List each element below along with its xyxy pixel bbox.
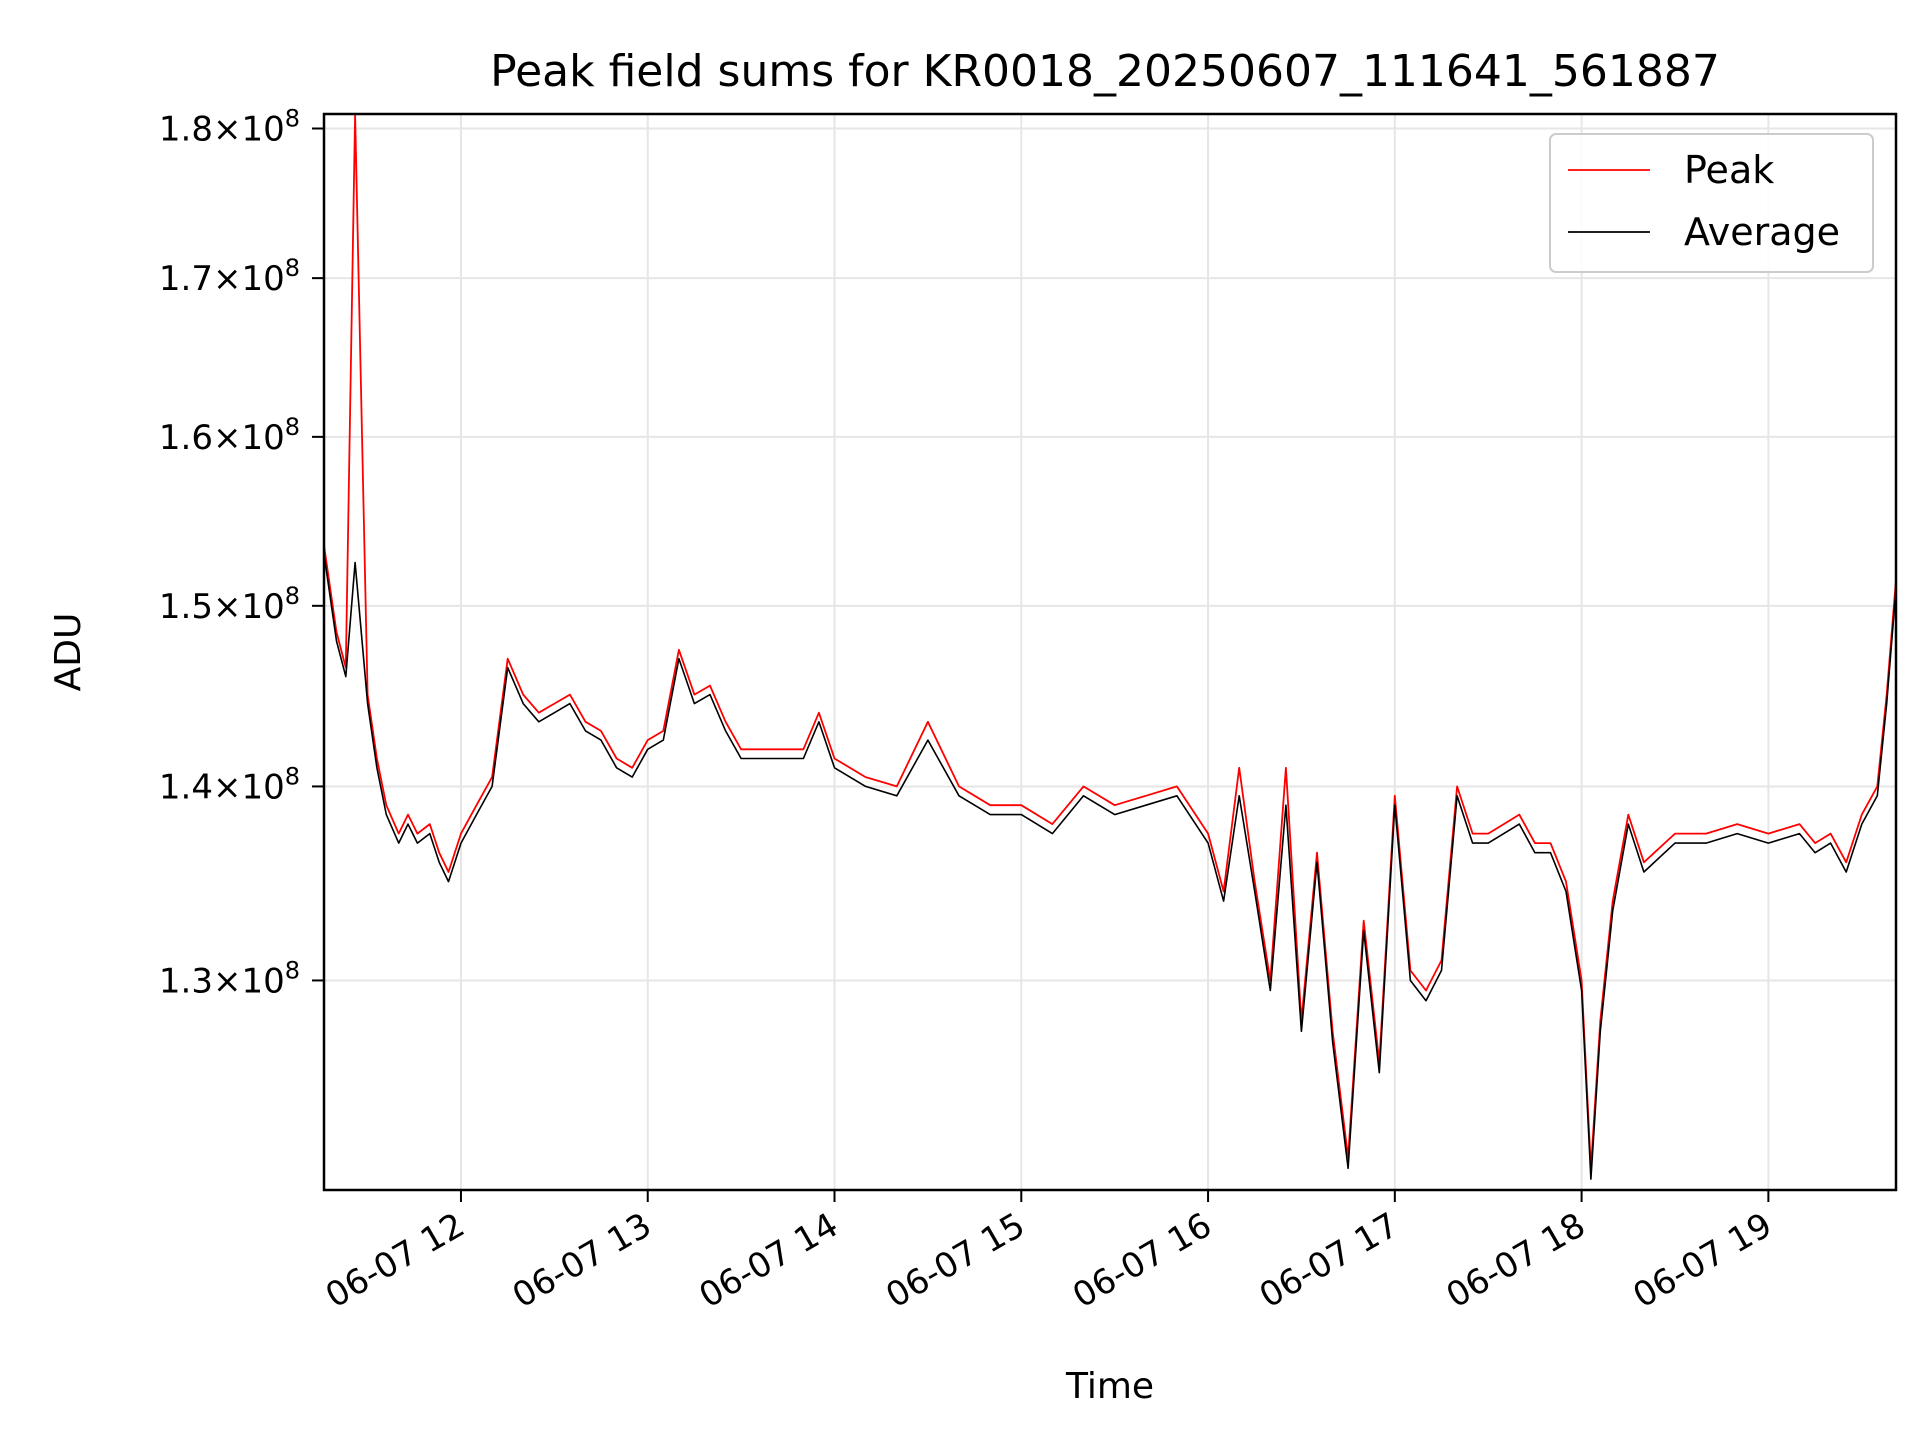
y-axis-label: ADU <box>48 613 89 692</box>
series-layer <box>324 114 1896 1180</box>
y-axis-ticks: 1.3×108 1.4×108 1.5×108 1.6×108 1.7×108 1.8×1… <box>159 105 324 1001</box>
y-tick-label: 1.4×108 <box>159 762 300 807</box>
chart-title: Peak field sums for KR0018_20250607_1116… <box>490 46 1720 97</box>
legend-box <box>1549 133 1874 273</box>
series-line-average <box>324 553 1896 1180</box>
legend-average-label: Average <box>1684 210 1840 254</box>
y-tick-label: 1.3×108 <box>159 956 300 1001</box>
grid <box>324 114 1896 1190</box>
y-tick-label: 1.7×108 <box>159 254 300 299</box>
y-tick-label: 1.5×108 <box>159 582 300 627</box>
plot-frame <box>322 112 1898 1192</box>
y-tick-label: 1.8×108 <box>159 105 300 150</box>
legend: Peak Average <box>1549 133 1874 273</box>
series-line-peak <box>324 114 1896 1170</box>
legend-peak-label: Peak <box>1684 148 1774 192</box>
y-tick-label: 1.6×108 <box>159 413 300 458</box>
x-axis-label: Time <box>1065 1366 1154 1407</box>
